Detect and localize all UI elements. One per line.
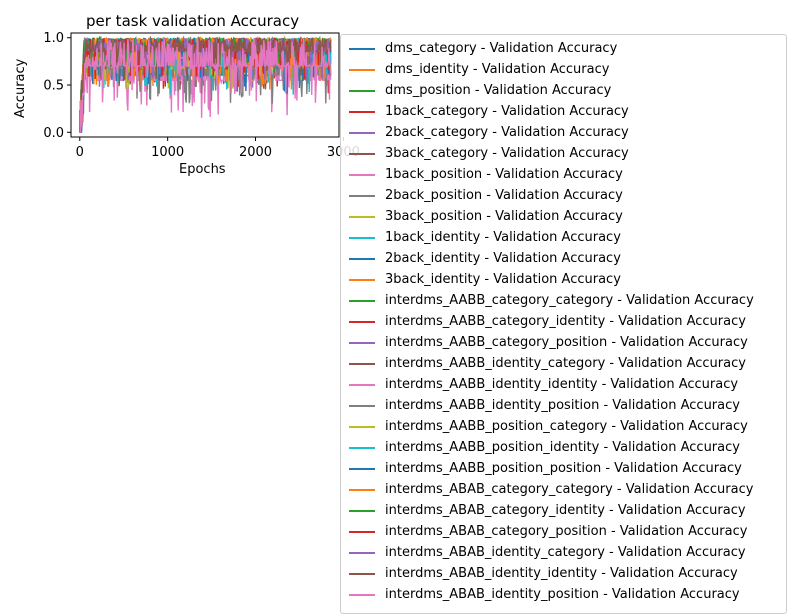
- series-line: [79, 37, 331, 133]
- legend-label: interdms_ABAB_category_position - Valida…: [385, 524, 748, 539]
- legend-item: interdms_ABAB_category_category - Valida…: [349, 479, 753, 500]
- y-tick-label: 1.0: [43, 31, 64, 46]
- legend-swatch: [349, 509, 375, 512]
- legend-item: 2back_category - Validation Accuracy: [349, 122, 629, 143]
- legend-item: interdms_AABB_position_category - Valida…: [349, 416, 748, 437]
- legend-label: interdms_AABB_position_category - Valida…: [385, 419, 748, 434]
- legend-swatch: [349, 68, 375, 71]
- legend-swatch: [349, 425, 375, 428]
- legend-swatch: [349, 383, 375, 386]
- legend-item: interdms_AABB_position_position - Valida…: [349, 458, 742, 479]
- legend-label: interdms_ABAB_identity_category - Valida…: [385, 545, 746, 560]
- legend-item: interdms_ABAB_identity_category - Valida…: [349, 542, 746, 563]
- legend-label: interdms_AABB_position_position - Valida…: [385, 461, 742, 476]
- legend-swatch: [349, 362, 375, 365]
- legend-item: 3back_position - Validation Accuracy: [349, 206, 623, 227]
- legend-label: interdms_ABAB_category_identity - Valida…: [385, 503, 746, 518]
- legend-item: dms_category - Validation Accuracy: [349, 38, 617, 59]
- legend-label: 1back_position - Validation Accuracy: [385, 167, 623, 182]
- legend-label: 2back_position - Validation Accuracy: [385, 188, 623, 203]
- legend-swatch: [349, 236, 375, 239]
- legend-item: 2back_identity - Validation Accuracy: [349, 248, 621, 269]
- series-line: [79, 36, 332, 134]
- legend-swatch: [349, 593, 375, 596]
- legend-item: interdms_AABB_position_identity - Valida…: [349, 437, 740, 458]
- series-layer: [79, 35, 332, 134]
- legend-item: interdms_AABB_category_position - Valida…: [349, 332, 748, 353]
- legend-item: interdms_AABB_identity_position - Valida…: [349, 395, 740, 416]
- legend-item: 3back_category - Validation Accuracy: [349, 143, 629, 164]
- legend-item: 1back_position - Validation Accuracy: [349, 164, 623, 185]
- legend-label: dms_identity - Validation Accuracy: [385, 62, 610, 77]
- legend-label: 2back_category - Validation Accuracy: [385, 125, 629, 140]
- legend-label: interdms_ABAB_identity_identity - Valida…: [385, 566, 738, 581]
- plot-area: 0100020003000 0.00.51.0: [43, 31, 360, 160]
- legend-label: interdms_ABAB_category_category - Valida…: [385, 482, 754, 497]
- legend-label: 1back_identity - Validation Accuracy: [385, 230, 621, 245]
- legend-item: interdms_ABAB_identity_position - Valida…: [349, 584, 740, 605]
- legend-label: interdms_AABB_identity_identity - Valida…: [385, 377, 739, 392]
- legend-swatch: [349, 257, 375, 260]
- legend-swatch: [349, 131, 375, 134]
- legend-swatch: [349, 110, 375, 113]
- legend-swatch: [349, 215, 375, 218]
- legend-item: 3back_identity - Validation Accuracy: [349, 269, 621, 290]
- legend-item: interdms_ABAB_identity_identity - Valida…: [349, 563, 738, 584]
- legend-label: 3back_category - Validation Accuracy: [385, 146, 629, 161]
- legend-label: interdms_AABB_identity_category - Valida…: [385, 356, 746, 371]
- legend-item: interdms_ABAB_category_position - Valida…: [349, 521, 747, 542]
- chart-title: per task validation Accuracy: [86, 12, 300, 30]
- legend-swatch: [349, 341, 375, 344]
- legend-label: interdms_ABAB_identity_position - Valida…: [385, 587, 740, 602]
- legend-label: 3back_identity - Validation Accuracy: [385, 272, 621, 287]
- x-ticks: 0100020003000: [76, 137, 360, 160]
- legend-swatch: [349, 320, 375, 323]
- chart-figure: per task validation Accuracy Accuracy Ep…: [13, 12, 787, 614]
- legend-item: interdms_AABB_category_identity - Valida…: [349, 311, 746, 332]
- legend-item: 1back_identity - Validation Accuracy: [349, 227, 621, 248]
- legend-swatch: [349, 446, 375, 449]
- legend-swatch: [349, 467, 375, 470]
- legend-swatch: [349, 530, 375, 533]
- legend-swatch: [349, 404, 375, 407]
- x-tick-label: 1000: [151, 145, 184, 160]
- x-axis-label: Epochs: [179, 162, 226, 177]
- legend-swatch: [349, 299, 375, 302]
- legend-swatch: [349, 152, 375, 155]
- legend-swatch: [349, 194, 375, 197]
- legend-swatch: [349, 551, 375, 554]
- legend-swatch: [349, 173, 375, 176]
- legend-label: interdms_AABB_identity_position - Valida…: [385, 398, 740, 413]
- legend-label: 2back_identity - Validation Accuracy: [385, 251, 621, 266]
- legend-label: interdms_AABB_position_identity - Valida…: [385, 440, 740, 455]
- y-tick-label: 0.0: [43, 126, 64, 141]
- legend-item: 2back_position - Validation Accuracy: [349, 185, 623, 206]
- legend-item: interdms_ABAB_category_identity - Valida…: [349, 500, 746, 521]
- legend-label: interdms_AABB_category_position - Valida…: [385, 335, 748, 350]
- legend-item: interdms_AABB_identity_identity - Valida…: [349, 374, 738, 395]
- legend-label: 3back_position - Validation Accuracy: [385, 209, 623, 224]
- legend-item: interdms_AABB_identity_category - Valida…: [349, 353, 746, 374]
- x-tick-label: 0: [76, 145, 84, 160]
- legend-label: interdms_AABB_category_category - Valida…: [385, 293, 754, 308]
- legend-swatch: [349, 278, 375, 281]
- x-tick-label: 2000: [239, 145, 272, 160]
- legend-label: dms_position - Validation Accuracy: [385, 83, 612, 98]
- legend: dms_category - Validation Accuracy dms_id…: [340, 34, 787, 614]
- legend-item: dms_identity - Validation Accuracy: [349, 59, 609, 80]
- legend-swatch: [349, 89, 375, 92]
- legend-item: dms_position - Validation Accuracy: [349, 80, 611, 101]
- legend-item: 1back_category - Validation Accuracy: [349, 101, 629, 122]
- legend-label: interdms_AABB_category_identity - Valida…: [385, 314, 746, 329]
- legend-swatch: [349, 488, 375, 491]
- legend-item: interdms_AABB_category_category - Valida…: [349, 290, 754, 311]
- legend-label: 1back_category - Validation Accuracy: [385, 104, 629, 119]
- legend-swatch: [349, 572, 375, 575]
- legend-label: dms_category - Validation Accuracy: [385, 41, 618, 56]
- legend-swatch: [349, 47, 375, 50]
- y-ticks: 0.0 0.5 1.0: [43, 31, 71, 141]
- y-tick-label: 0.5: [43, 79, 64, 94]
